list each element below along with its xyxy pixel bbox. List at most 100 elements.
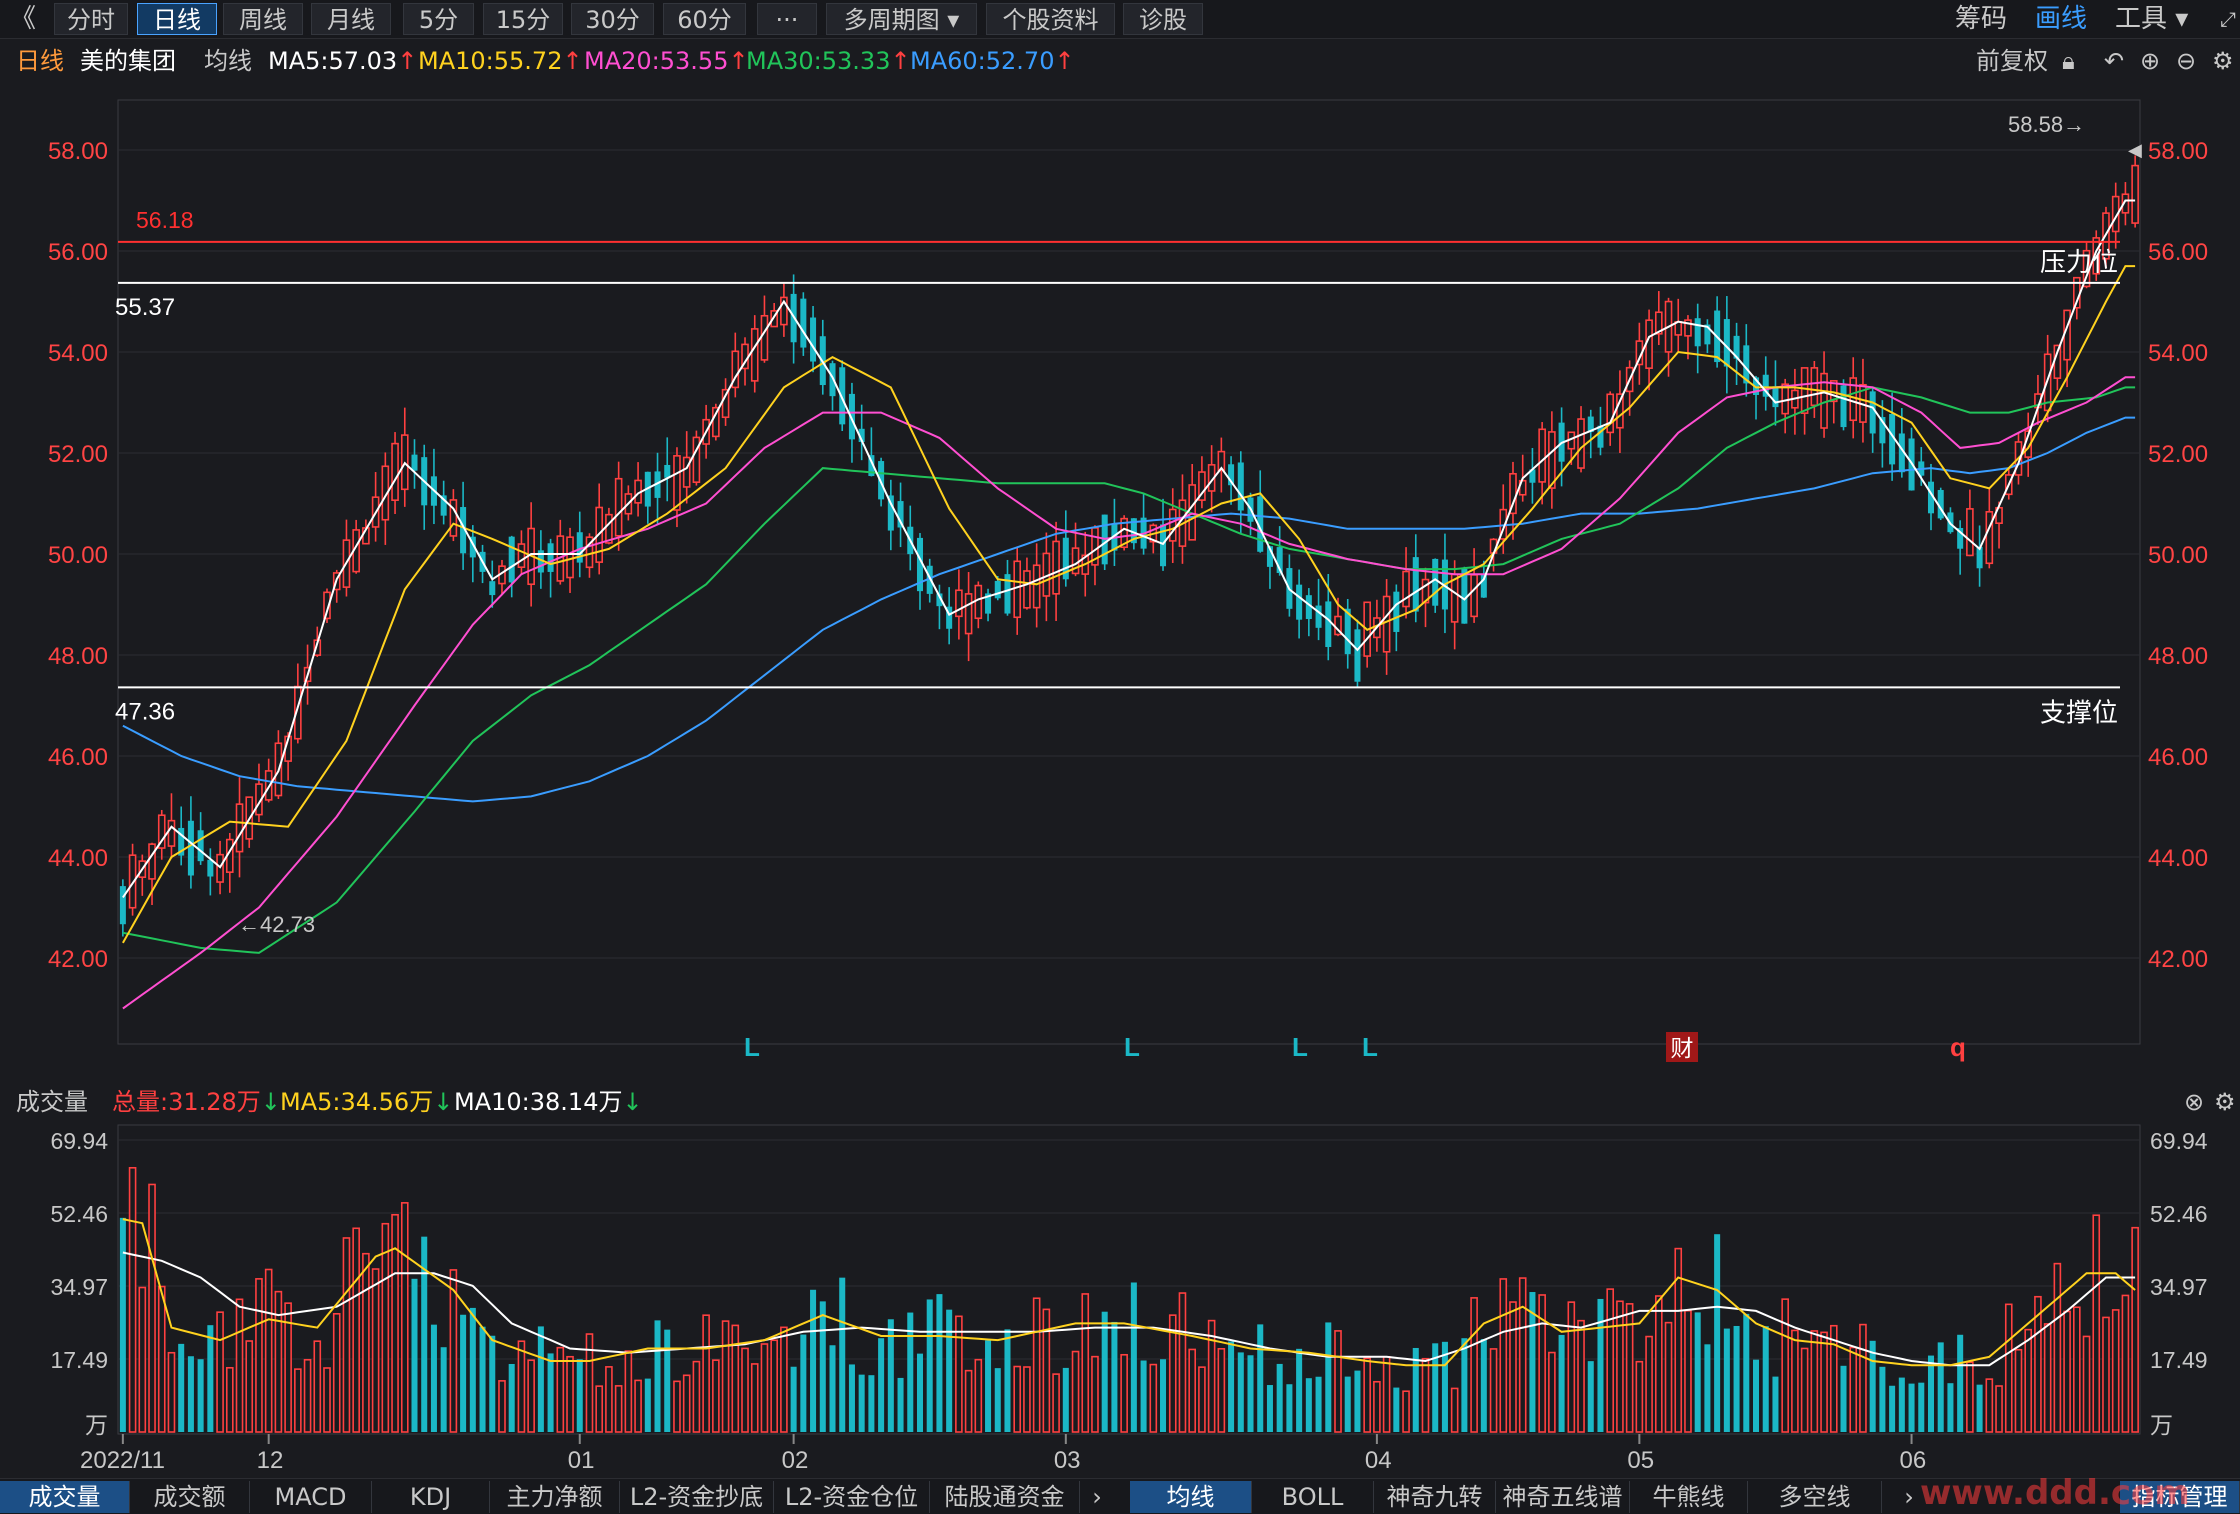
period-tab-3[interactable]: 月线 — [311, 3, 391, 35]
more-right-icon[interactable]: › — [1904, 1483, 1914, 1511]
candle-body — [449, 499, 458, 537]
volume-ma5: MA5:34.56万↓ — [280, 1088, 454, 1116]
candle-body — [1597, 425, 1604, 448]
event-marker: L — [744, 1032, 760, 1062]
indicator-label[interactable]: 均线 — [204, 47, 252, 75]
overlay-tab-5[interactable]: 多空线 — [1748, 1481, 1882, 1513]
tools-button[interactable]: 工具 ▾ — [2115, 4, 2189, 34]
overlay-tab-2[interactable]: 神奇九转 — [1374, 1481, 1496, 1513]
volume-bar — [235, 1298, 244, 1433]
candle-body — [731, 350, 740, 389]
volume-bar — [323, 1367, 331, 1433]
period-tab-7[interactable]: 60分 — [663, 3, 746, 35]
volume-bar — [614, 1385, 623, 1433]
volume-bar — [1674, 1247, 1683, 1433]
period-tab-10[interactable]: 个股资料 — [986, 3, 1115, 35]
candle-body — [547, 543, 554, 572]
indicator-tab-7[interactable]: 陆股通资金 — [930, 1481, 1080, 1513]
price-tick-left: 44.00 — [48, 845, 108, 872]
volume-bar — [1081, 1293, 1090, 1433]
period-tab-9[interactable]: 多周期图 ▾ — [826, 3, 977, 35]
label-4736: 47.36 — [115, 698, 175, 725]
zoom-out-icon[interactable]: ⊖ — [2176, 47, 2197, 75]
adjust-button[interactable]: 前复权 — [1976, 47, 2048, 75]
ma10-line — [122, 265, 2136, 944]
candle-body — [1810, 367, 1819, 407]
period-tab-6[interactable]: 30分 — [571, 3, 654, 35]
indicator-tab-4[interactable]: 主力净额 — [490, 1481, 620, 1513]
volume-bar — [1305, 1378, 1312, 1432]
back-button[interactable]: 《 — [10, 4, 37, 34]
period-tab-5[interactable]: 15分 — [483, 3, 563, 35]
period-tab-1[interactable]: 日线 — [137, 3, 217, 35]
chip-button[interactable]: 筹码 — [1955, 4, 2008, 34]
volume-bar — [1382, 1356, 1391, 1433]
indicator-tab-1[interactable]: 成交额 — [130, 1481, 250, 1513]
settings-icon[interactable]: ⚙ — [2212, 47, 2234, 75]
period-tab-11[interactable]: 诊股 — [1123, 3, 1203, 35]
volume-bar — [1840, 1365, 1847, 1432]
volume-bar — [790, 1366, 797, 1432]
volume-bar — [1645, 1335, 1653, 1433]
indicator-tab-0[interactable]: 成交量 — [0, 1481, 130, 1513]
more-tabs-icon[interactable]: › — [1092, 1483, 1102, 1511]
top-toolbar: 《 分时 日线 周线 月线 5分 15分 30分 60分 ··· 多周期图 ▾ 个股资料 诊股 筹码 … — [0, 0, 2240, 39]
candle-body — [1412, 557, 1419, 612]
volume-bar — [1976, 1384, 1983, 1432]
volume-tick-right: 万 — [2150, 1412, 2173, 1438]
volume-bar — [207, 1325, 214, 1432]
candle-body — [148, 843, 156, 880]
volume-bar — [760, 1343, 769, 1433]
volume-bar — [1859, 1323, 1867, 1433]
ma30-line — [122, 386, 2136, 954]
candle-body — [411, 454, 418, 471]
candle-body — [2131, 164, 2139, 224]
expand-icon[interactable]: ⤢ — [2220, 7, 2236, 31]
period-tab-4[interactable]: 5分 — [403, 3, 474, 35]
volume-bar — [1432, 1343, 1439, 1432]
candle-body — [323, 591, 331, 620]
volume-bar — [1733, 1325, 1740, 1432]
close-volume-icon[interactable]: ⊗ — [2184, 1088, 2205, 1116]
overlay-tab-4[interactable]: 牛熊线 — [1630, 1481, 1748, 1513]
period-tab-8[interactable]: ··· — [757, 3, 817, 35]
volume-bar — [187, 1356, 194, 1432]
volume-info-bar: 成交量 总量:31.28万↓ MA5:34.56万↓ MA10:38.14万↓ … — [0, 1085, 2240, 1119]
volume-settings-icon[interactable]: ⚙ — [2214, 1088, 2236, 1116]
volume-bar — [255, 1278, 263, 1433]
overlay-tab-1[interactable]: BOLL — [1252, 1481, 1374, 1513]
indicator-tab-5[interactable]: L2-资金抄底 — [620, 1481, 774, 1513]
candle-body — [800, 298, 807, 348]
volume-bar — [148, 1183, 156, 1433]
period-tab-0[interactable]: 分时 — [54, 3, 128, 35]
candle-body — [887, 495, 894, 531]
lock-icon[interactable]: 🔒︎ — [2062, 47, 2075, 75]
event-marker: q — [1950, 1032, 1966, 1062]
undo-icon[interactable]: ↶ — [2104, 47, 2125, 75]
drawing-button[interactable]: 画线 — [2035, 4, 2088, 34]
volume-bar — [178, 1343, 185, 1432]
volume-bar — [1587, 1361, 1594, 1432]
candle-body — [1237, 462, 1244, 511]
price-tick-left: 56.00 — [48, 239, 108, 266]
overlay-tab-3[interactable]: 神奇五线谱 — [1496, 1481, 1630, 1513]
period-tab-2[interactable]: 周线 — [223, 3, 303, 35]
stock-chart[interactable]: 58.00 58.00 56.00 56.00 54.00 54.00 52.00 52.00… — [0, 78, 2240, 1478]
zoom-in-icon[interactable]: ⊕ — [2140, 47, 2161, 75]
indicator-tab-6[interactable]: L2-资金仓位 — [774, 1481, 930, 1513]
volume-bar — [1042, 1308, 1051, 1433]
volume-bar — [1606, 1288, 1615, 1433]
volume-bar — [1625, 1303, 1634, 1433]
volume-bar — [371, 1268, 380, 1433]
volume-bar — [1753, 1359, 1760, 1432]
overlay-tab-0[interactable]: 均线 — [1130, 1481, 1252, 1513]
indicator-tab-2[interactable]: MACD — [250, 1481, 372, 1513]
candle-body — [1587, 416, 1594, 433]
indicator-manage-button[interactable]: 指标管理 — [2120, 1481, 2240, 1513]
volume-bar — [1800, 1347, 1809, 1433]
volume-bar — [2043, 1323, 2052, 1433]
indicator-tab-3[interactable]: KDJ — [372, 1481, 490, 1513]
volume-bar — [1879, 1366, 1886, 1432]
ma60-line — [122, 416, 2136, 803]
candle-body — [946, 606, 953, 629]
